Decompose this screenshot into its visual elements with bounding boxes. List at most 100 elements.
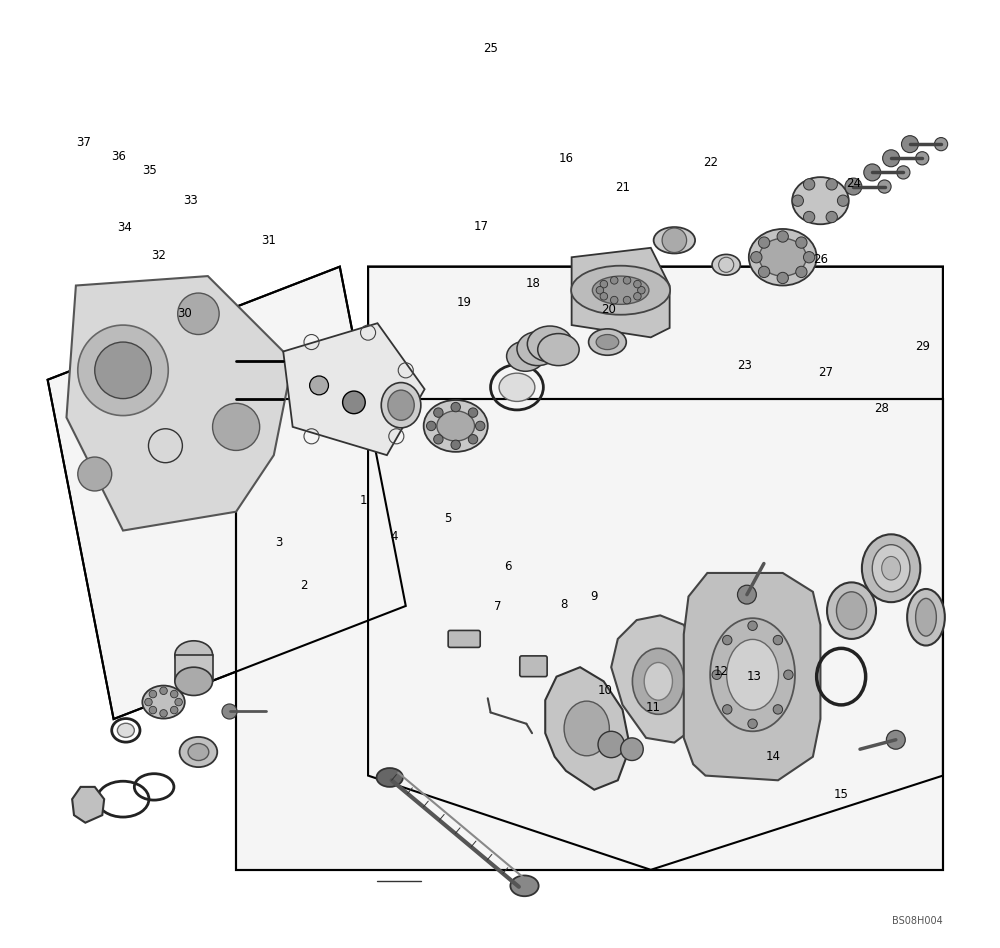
Ellipse shape bbox=[499, 374, 535, 401]
Circle shape bbox=[178, 293, 219, 335]
Text: 18: 18 bbox=[526, 277, 540, 290]
Circle shape bbox=[784, 670, 793, 680]
Circle shape bbox=[773, 635, 783, 645]
Ellipse shape bbox=[538, 334, 579, 366]
Text: 14: 14 bbox=[766, 750, 781, 763]
Text: 33: 33 bbox=[184, 194, 198, 208]
Polygon shape bbox=[611, 615, 703, 742]
Circle shape bbox=[468, 434, 478, 444]
Text: 7: 7 bbox=[494, 600, 502, 613]
Text: 37: 37 bbox=[76, 136, 91, 149]
Ellipse shape bbox=[117, 723, 134, 738]
Ellipse shape bbox=[654, 228, 695, 253]
Circle shape bbox=[634, 281, 641, 288]
Ellipse shape bbox=[507, 341, 544, 372]
Text: 4: 4 bbox=[391, 530, 398, 542]
Polygon shape bbox=[66, 276, 293, 531]
Circle shape bbox=[451, 440, 460, 449]
Circle shape bbox=[600, 293, 608, 301]
Text: 8: 8 bbox=[560, 597, 568, 611]
Ellipse shape bbox=[437, 410, 475, 441]
Text: 19: 19 bbox=[457, 296, 472, 309]
Circle shape bbox=[773, 704, 783, 714]
Circle shape bbox=[901, 136, 918, 153]
Polygon shape bbox=[572, 247, 670, 337]
Circle shape bbox=[803, 251, 815, 263]
Polygon shape bbox=[236, 398, 943, 870]
Circle shape bbox=[723, 704, 732, 714]
Ellipse shape bbox=[907, 589, 945, 646]
Circle shape bbox=[468, 408, 478, 417]
Circle shape bbox=[758, 266, 770, 278]
Text: BS08H004: BS08H004 bbox=[892, 917, 943, 926]
Text: 5: 5 bbox=[444, 512, 452, 525]
Ellipse shape bbox=[571, 265, 670, 315]
Polygon shape bbox=[684, 573, 820, 780]
Circle shape bbox=[621, 738, 643, 760]
Circle shape bbox=[343, 392, 365, 413]
Polygon shape bbox=[72, 787, 104, 823]
Polygon shape bbox=[48, 266, 406, 719]
Ellipse shape bbox=[644, 663, 672, 701]
Circle shape bbox=[598, 731, 624, 757]
Circle shape bbox=[596, 286, 604, 294]
Circle shape bbox=[78, 457, 112, 491]
Circle shape bbox=[175, 699, 182, 706]
FancyBboxPatch shape bbox=[520, 656, 547, 677]
Circle shape bbox=[475, 421, 485, 430]
Circle shape bbox=[634, 293, 641, 301]
Text: 16: 16 bbox=[558, 152, 573, 165]
Text: 20: 20 bbox=[601, 302, 616, 316]
Circle shape bbox=[751, 251, 762, 263]
Text: 32: 32 bbox=[151, 249, 166, 262]
Circle shape bbox=[145, 699, 152, 706]
Ellipse shape bbox=[175, 667, 213, 696]
Circle shape bbox=[864, 164, 881, 181]
Circle shape bbox=[792, 195, 803, 207]
FancyBboxPatch shape bbox=[448, 630, 480, 647]
Circle shape bbox=[638, 286, 645, 294]
Text: 12: 12 bbox=[714, 665, 729, 679]
Ellipse shape bbox=[589, 329, 626, 356]
Ellipse shape bbox=[596, 335, 619, 350]
Ellipse shape bbox=[517, 332, 558, 366]
Ellipse shape bbox=[872, 545, 910, 592]
Circle shape bbox=[434, 408, 443, 417]
Circle shape bbox=[222, 704, 237, 719]
Circle shape bbox=[160, 710, 167, 717]
Circle shape bbox=[723, 635, 732, 645]
Text: 23: 23 bbox=[738, 359, 752, 373]
Ellipse shape bbox=[510, 876, 539, 896]
Circle shape bbox=[796, 237, 807, 248]
Circle shape bbox=[826, 179, 837, 190]
Circle shape bbox=[777, 272, 788, 283]
Circle shape bbox=[170, 690, 178, 698]
Ellipse shape bbox=[836, 592, 867, 629]
Text: 9: 9 bbox=[590, 590, 598, 603]
Circle shape bbox=[600, 281, 608, 288]
Ellipse shape bbox=[377, 768, 403, 787]
Circle shape bbox=[845, 178, 862, 195]
Circle shape bbox=[803, 179, 815, 190]
Circle shape bbox=[213, 403, 260, 450]
Text: 27: 27 bbox=[818, 366, 833, 378]
Ellipse shape bbox=[827, 582, 876, 639]
Circle shape bbox=[826, 211, 837, 223]
Text: 24: 24 bbox=[846, 177, 861, 191]
Circle shape bbox=[95, 342, 151, 398]
Ellipse shape bbox=[381, 383, 421, 428]
Circle shape bbox=[149, 690, 157, 698]
Text: 3: 3 bbox=[275, 537, 282, 549]
Text: 10: 10 bbox=[598, 684, 613, 698]
Polygon shape bbox=[283, 323, 425, 455]
Circle shape bbox=[623, 297, 631, 304]
Circle shape bbox=[748, 719, 757, 728]
Circle shape bbox=[610, 297, 618, 304]
Text: 25: 25 bbox=[483, 42, 498, 55]
Text: 30: 30 bbox=[177, 307, 192, 320]
Text: 35: 35 bbox=[142, 164, 157, 177]
Circle shape bbox=[149, 706, 157, 714]
Circle shape bbox=[310, 376, 328, 394]
Ellipse shape bbox=[712, 254, 740, 275]
Text: 17: 17 bbox=[474, 220, 489, 232]
